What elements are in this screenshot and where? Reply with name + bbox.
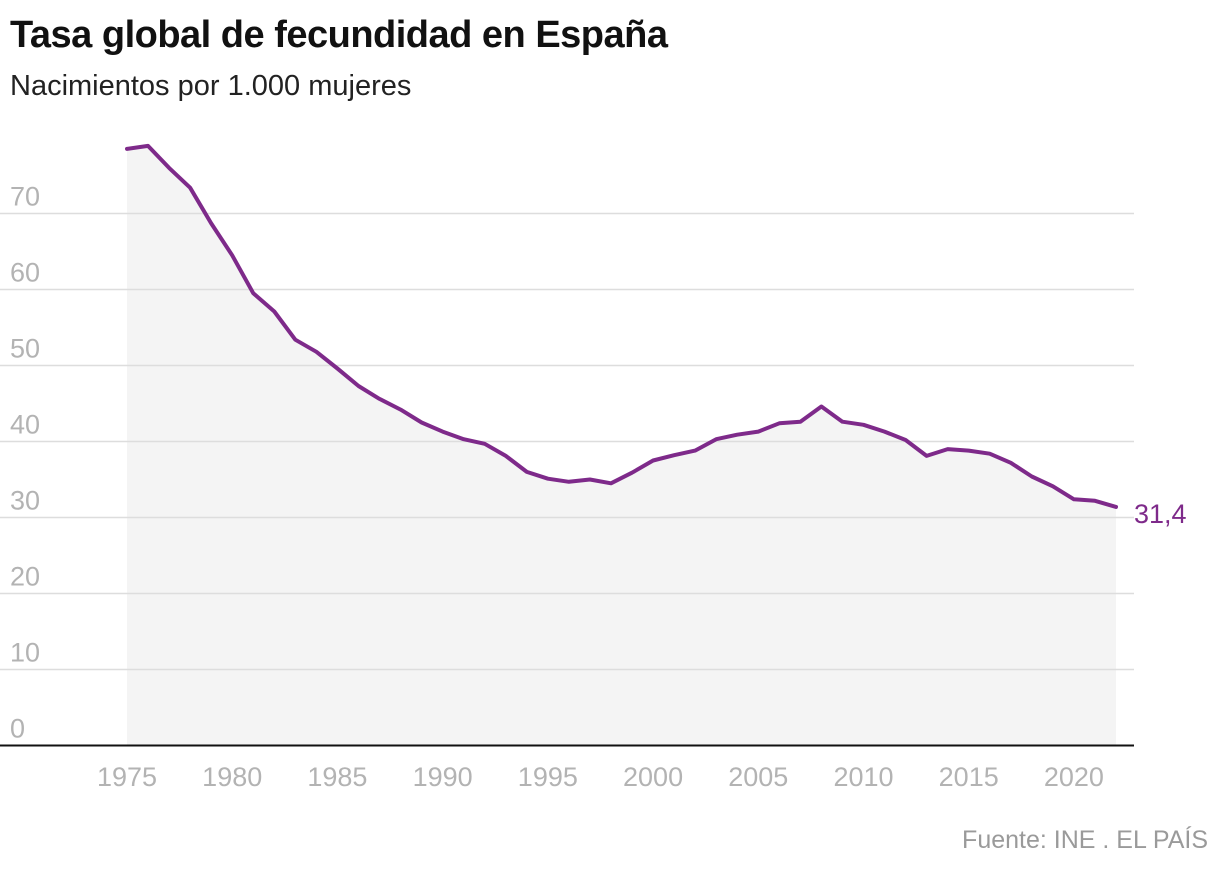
x-tick-label: 1975 [97, 762, 157, 792]
y-tick-label: 10 [10, 638, 40, 668]
x-tick-label: 1990 [413, 762, 473, 792]
source-note: Fuente: INE . EL PAÍS [962, 826, 1208, 854]
x-tick-label: 1995 [518, 762, 578, 792]
y-tick-label: 50 [10, 334, 40, 364]
y-tick-label: 40 [10, 410, 40, 440]
x-tick-label: 1980 [202, 762, 262, 792]
chart-subtitle: Nacimientos por 1.000 mujeres [10, 70, 412, 102]
y-tick-label: 60 [10, 258, 40, 288]
x-tick-label: 2005 [728, 762, 788, 792]
chart-area-fill [127, 145, 1116, 746]
y-tick-label: 20 [10, 562, 40, 592]
y-tick-label: 0 [10, 714, 25, 744]
y-tick-label: 30 [10, 486, 40, 516]
x-tick-label: 2020 [1044, 762, 1104, 792]
x-tick-label: 2010 [833, 762, 893, 792]
end-value-label: 31,4 [1134, 499, 1187, 529]
x-tick-label: 2015 [939, 762, 999, 792]
fertility-rate-line [125, 143, 1118, 509]
x-tick-label: 2000 [623, 762, 683, 792]
x-tick-label: 1985 [307, 762, 367, 792]
y-tick-label: 70 [10, 182, 40, 212]
chart-title: Tasa global de fecundidad en España [10, 14, 668, 56]
